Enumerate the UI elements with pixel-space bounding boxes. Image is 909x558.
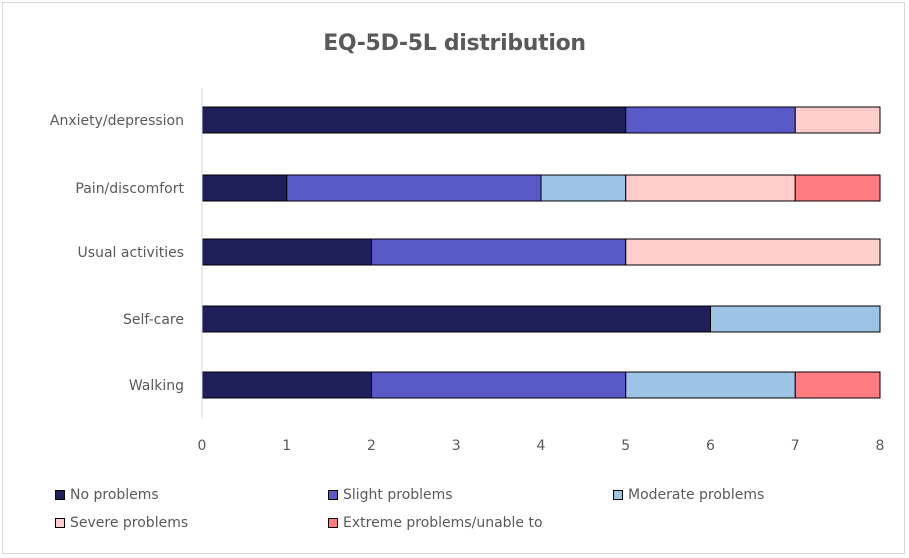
- x-tick-labels: 0 1 2 3 4 5 6 7 8: [198, 438, 885, 454]
- legend-label: Moderate problems: [628, 487, 765, 503]
- chart-title: EQ-5D-5L distribution: [323, 31, 586, 56]
- bar-segment: [201, 305, 711, 333]
- x-tick-label: 1: [282, 438, 291, 454]
- x-tick-label: 0: [198, 438, 207, 454]
- bar-segment: [201, 238, 372, 266]
- legend-swatch: [55, 490, 65, 500]
- legend-item: Moderate problems: [613, 487, 764, 503]
- x-tick-label: 2: [367, 438, 376, 454]
- chart-plot: Anxiety/depression Pain/discomfort Usual a…: [50, 88, 885, 454]
- legend-swatch: [328, 490, 338, 500]
- category-label: Usual activities: [78, 245, 184, 261]
- bar-segment: [625, 371, 796, 399]
- bar-segment: [625, 238, 881, 266]
- x-tick-label: 8: [876, 438, 885, 454]
- category-labels: Anxiety/depression Pain/discomfort Usual a…: [50, 113, 185, 394]
- legend-swatch: [55, 518, 65, 528]
- legend-item: Extreme problems/unable to: [328, 515, 543, 531]
- bar-segment: [286, 174, 542, 202]
- legend-item: No problems: [55, 487, 159, 503]
- bar-segment: [794, 106, 881, 134]
- bar-segment: [371, 371, 627, 399]
- bar-segment: [371, 238, 627, 266]
- x-tick-label: 4: [537, 438, 546, 454]
- bar-segment: [625, 174, 796, 202]
- bar-segment: [201, 371, 372, 399]
- bar-segment: [540, 174, 627, 202]
- category-label: Anxiety/depression: [50, 113, 184, 129]
- bar-segment: [710, 305, 881, 333]
- bar-segment: [625, 106, 796, 134]
- legend-label: No problems: [70, 487, 159, 503]
- legend-label: Slight problems: [343, 487, 453, 503]
- category-label: Pain/discomfort: [75, 181, 184, 197]
- bar-segment: [794, 371, 881, 399]
- legend-item: Slight problems: [328, 487, 453, 503]
- bar-segment: [201, 106, 627, 134]
- legend-item: Severe problems: [55, 515, 188, 531]
- legend-label: Extreme problems/unable to: [343, 515, 543, 531]
- bar-segment: [201, 174, 288, 202]
- x-tick-label: 5: [621, 438, 630, 454]
- x-tick-label: 7: [791, 438, 800, 454]
- category-label: Self-care: [123, 312, 184, 328]
- legend-swatch: [328, 518, 338, 528]
- legend-label: Severe problems: [70, 515, 189, 531]
- legend: No problems Slight problems Moderate probl…: [40, 482, 880, 542]
- x-tick-label: 6: [706, 438, 715, 454]
- bar-segment: [794, 174, 881, 202]
- x-tick-label: 3: [452, 438, 461, 454]
- category-label: Walking: [129, 378, 184, 394]
- legend-swatch: [613, 490, 623, 500]
- bar-layer: [201, 106, 881, 399]
